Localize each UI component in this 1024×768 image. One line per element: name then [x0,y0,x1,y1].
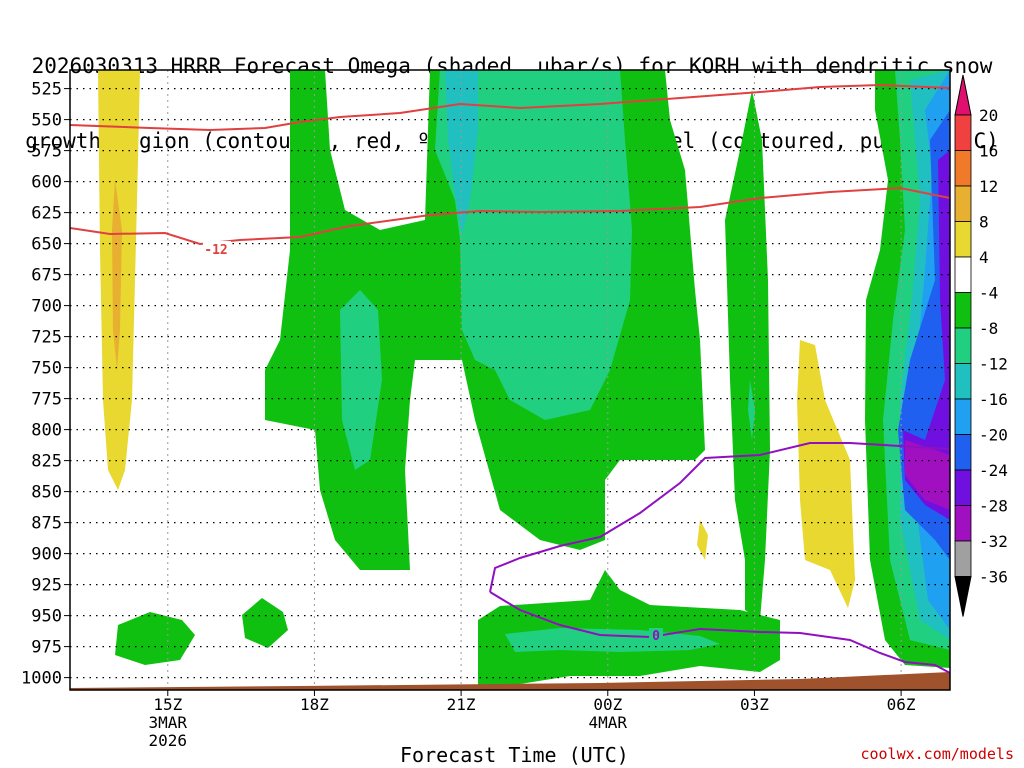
y-tick-label: 675 [31,266,62,286]
x-tick-label: 03Z [740,695,769,714]
y-tick-label: 875 [31,514,62,534]
y-tick-label: 600 [31,173,62,193]
colorbar-swatch [954,327,972,364]
y-tick-label: 775 [31,390,62,410]
dgz-contour-lower [70,186,950,246]
colorbar-label: -4 [979,284,998,303]
y-tick-label: 800 [31,421,62,441]
y-tick-label: 825 [31,452,62,472]
omega-right-purple [903,150,950,520]
colorbar-swatch [954,505,972,542]
x-date-label: 4MAR [589,713,628,732]
colorbar-label: -16 [979,390,1008,409]
plot-border [69,69,951,691]
y-tick-label: 950 [31,607,62,627]
colorbar-swatch [954,185,972,222]
omega-teal-strip [748,380,755,440]
omega-cyan-region [445,70,478,235]
colorbar-swatch [954,540,972,577]
x-tick-label: 15Z [153,695,182,714]
freezing-label-bg [649,628,663,642]
y-tick-label: 850 [31,483,62,503]
y-tick-label: 900 [31,545,62,565]
y-tick-label: 550 [31,111,62,131]
dgz-label-bg [203,241,231,255]
dgz-contour-label: -12 [204,243,227,258]
y-tick-label: 625 [31,204,62,224]
omega-right-magenta [905,440,950,510]
y-tick-label: 650 [31,235,62,255]
y-tick-label: 725 [31,328,62,348]
terrain-fill [70,672,950,690]
colorbar-swatch [954,398,972,435]
colorbar-swatch [954,150,972,187]
colorbar-label: -32 [979,532,1008,551]
x-tick-label: 18Z [300,695,329,714]
colorbar-bottom-arrow [954,576,972,617]
colorbar-label: 4 [979,248,989,267]
x-tick-label: 06Z [887,695,916,714]
colorbar-label: 20 [979,106,998,125]
omega-blob-mid [242,598,288,648]
y-tick-label: 700 [31,297,62,317]
colorbar-label: -36 [979,568,1008,587]
colorbar-label: -28 [979,497,1008,516]
colorbar-label: -24 [979,461,1008,480]
y-tick-label: 750 [31,359,62,379]
x-tick-label: 00Z [593,695,622,714]
omega-blob-left [115,612,195,665]
colorbar-swatch [954,221,972,258]
omega-teal-region [435,70,632,420]
dgz-contour-upper [70,83,950,132]
grid-lines [70,70,950,690]
omega-positive-dot [697,520,708,560]
y-tick-label: 1000 [21,669,62,689]
colorbar-swatch [954,114,972,151]
y-axis: 525 550 575 600 625 650 675 700 725 750 775 800 825 8… [21,80,70,689]
colorbar-swatch [954,256,972,293]
x-tick-label: 21Z [447,695,476,714]
omega-negative-strip [725,90,770,620]
colorbar-swatch [954,292,972,329]
colorbar-swatch [954,363,972,400]
credit-text: coolwx.com/models [860,745,1014,763]
colorbar-label: 12 [979,177,998,196]
y-tick-label: 925 [31,576,62,596]
freezing-level-contour [489,442,950,674]
colorbar-swatch [954,469,972,506]
x-date-label: 3MAR [149,713,188,732]
omega-teal-small [340,290,382,470]
y-tick-label: 525 [31,80,62,100]
colorbar-label: -20 [979,426,1008,445]
y-tick-label: 575 [31,142,62,162]
colorbar-label: -12 [979,355,1008,374]
colorbar-label: 8 [979,213,989,232]
colorbar-label: -8 [979,319,998,338]
colorbar-label: 16 [979,142,998,161]
freezing-contour-label: 0 [652,629,660,644]
omega-shading [98,70,950,686]
x-axis-label: Forecast Time (UTC) [400,743,629,767]
colorbar-swatch [954,434,972,471]
x-date-label: 2026 [149,731,188,750]
omega-positive-right [797,340,855,608]
y-tick-label: 975 [31,638,62,658]
colorbar: 20 16 12 8 4 -4 -8 -12 -16 -20 -24 -28 -32 -36 [954,74,1008,617]
colorbar-top-arrow [954,74,972,116]
plot-area [70,70,950,690]
omega-low-band [478,570,780,686]
